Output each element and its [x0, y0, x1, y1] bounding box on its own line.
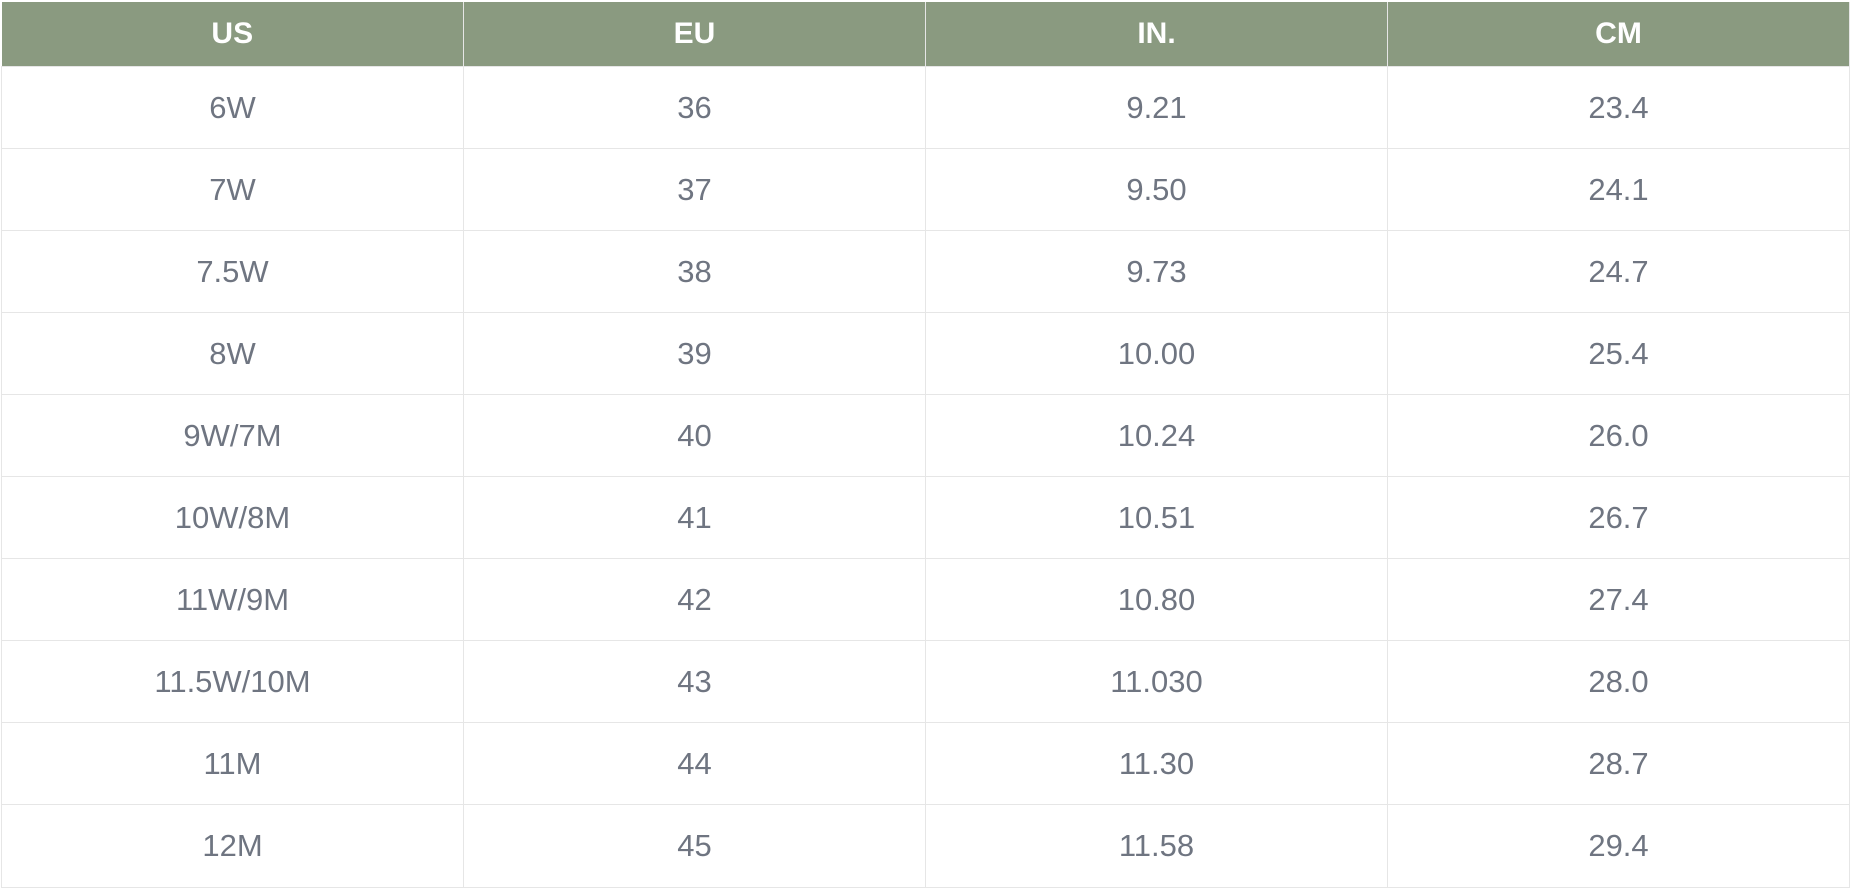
cell-us: 7.5W — [1, 230, 464, 313]
cell-eu: 38 — [463, 230, 926, 313]
table-row: 10W/8M 41 10.51 26.7 — [1, 476, 1850, 559]
cell-us: 6W — [1, 66, 464, 149]
cell-inches: 9.73 — [925, 230, 1388, 313]
table-row: 7.5W 38 9.73 24.7 — [1, 230, 1850, 313]
cell-us: 11W/9M — [1, 558, 464, 641]
header-eu: EU — [463, 2, 926, 67]
cell-cm: 29.4 — [1387, 804, 1850, 888]
header-row: US EU IN. CM — [1, 2, 1850, 67]
header-cm: CM — [1387, 2, 1850, 67]
cell-cm: 27.4 — [1387, 558, 1850, 641]
cell-inches: 10.24 — [925, 394, 1388, 477]
cell-cm: 25.4 — [1387, 312, 1850, 395]
cell-cm: 26.7 — [1387, 476, 1850, 559]
cell-cm: 28.7 — [1387, 722, 1850, 805]
table-row: 8W 39 10.00 25.4 — [1, 312, 1850, 395]
cell-inches: 11.30 — [925, 722, 1388, 805]
cell-us: 12M — [1, 804, 464, 888]
cell-eu: 39 — [463, 312, 926, 395]
cell-inches: 11.030 — [925, 640, 1388, 723]
cell-inches: 10.00 — [925, 312, 1388, 395]
cell-eu: 41 — [463, 476, 926, 559]
table-row: 11.5W/10M 43 11.030 28.0 — [1, 640, 1850, 723]
cell-us: 11.5W/10M — [1, 640, 464, 723]
table-body: 6W 36 9.21 23.4 7W 37 9.50 24.1 7.5W 38 … — [1, 66, 1850, 888]
table-row: 7W 37 9.50 24.1 — [1, 148, 1850, 231]
cell-inches: 10.51 — [925, 476, 1388, 559]
cell-eu: 42 — [463, 558, 926, 641]
cell-cm: 23.4 — [1387, 66, 1850, 149]
table-header: US EU IN. CM — [1, 2, 1850, 67]
cell-us: 11M — [1, 722, 464, 805]
cell-eu: 40 — [463, 394, 926, 477]
cell-inches: 10.80 — [925, 558, 1388, 641]
cell-inches: 9.21 — [925, 66, 1388, 149]
table-row: 6W 36 9.21 23.4 — [1, 66, 1850, 149]
cell-eu: 44 — [463, 722, 926, 805]
table-row: 11W/9M 42 10.80 27.4 — [1, 558, 1850, 641]
table-row: 12M 45 11.58 29.4 — [1, 804, 1850, 888]
cell-us: 10W/8M — [1, 476, 464, 559]
cell-eu: 36 — [463, 66, 926, 149]
cell-us: 9W/7M — [1, 394, 464, 477]
cell-eu: 45 — [463, 804, 926, 888]
cell-cm: 26.0 — [1387, 394, 1850, 477]
cell-us: 8W — [1, 312, 464, 395]
cell-eu: 43 — [463, 640, 926, 723]
cell-us: 7W — [1, 148, 464, 231]
header-inches: IN. — [925, 2, 1388, 67]
cell-cm: 24.7 — [1387, 230, 1850, 313]
header-us: US — [1, 2, 464, 67]
cell-inches: 11.58 — [925, 804, 1388, 888]
table-row: 11M 44 11.30 28.7 — [1, 722, 1850, 805]
cell-cm: 28.0 — [1387, 640, 1850, 723]
cell-cm: 24.1 — [1387, 148, 1850, 231]
cell-inches: 9.50 — [925, 148, 1388, 231]
table-row: 9W/7M 40 10.24 26.0 — [1, 394, 1850, 477]
cell-eu: 37 — [463, 148, 926, 231]
